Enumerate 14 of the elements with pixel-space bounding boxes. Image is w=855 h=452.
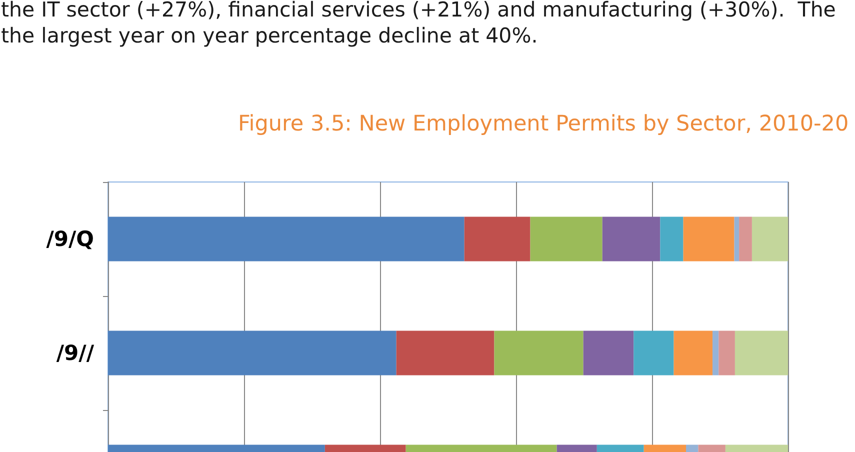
bar (530, 216, 602, 262)
y-tick-label: /9// (56, 341, 94, 365)
bar (602, 216, 660, 262)
bar (464, 216, 530, 262)
bar (734, 216, 740, 262)
bar (108, 216, 464, 262)
text: the largest year on year percentage decline at 40%. (1, 24, 538, 48)
y-tick-label: /9/Q (46, 227, 94, 251)
chart-title: Figure 3.5: New Employment Permits by Sector, 2010-20 (238, 112, 849, 136)
bar (739, 216, 752, 262)
text: the IT sector (+27%), financial services (+21%) and manufacturing (+30%). The (1, 0, 836, 22)
bar (683, 216, 734, 262)
bar (752, 216, 788, 262)
bar (660, 216, 684, 262)
